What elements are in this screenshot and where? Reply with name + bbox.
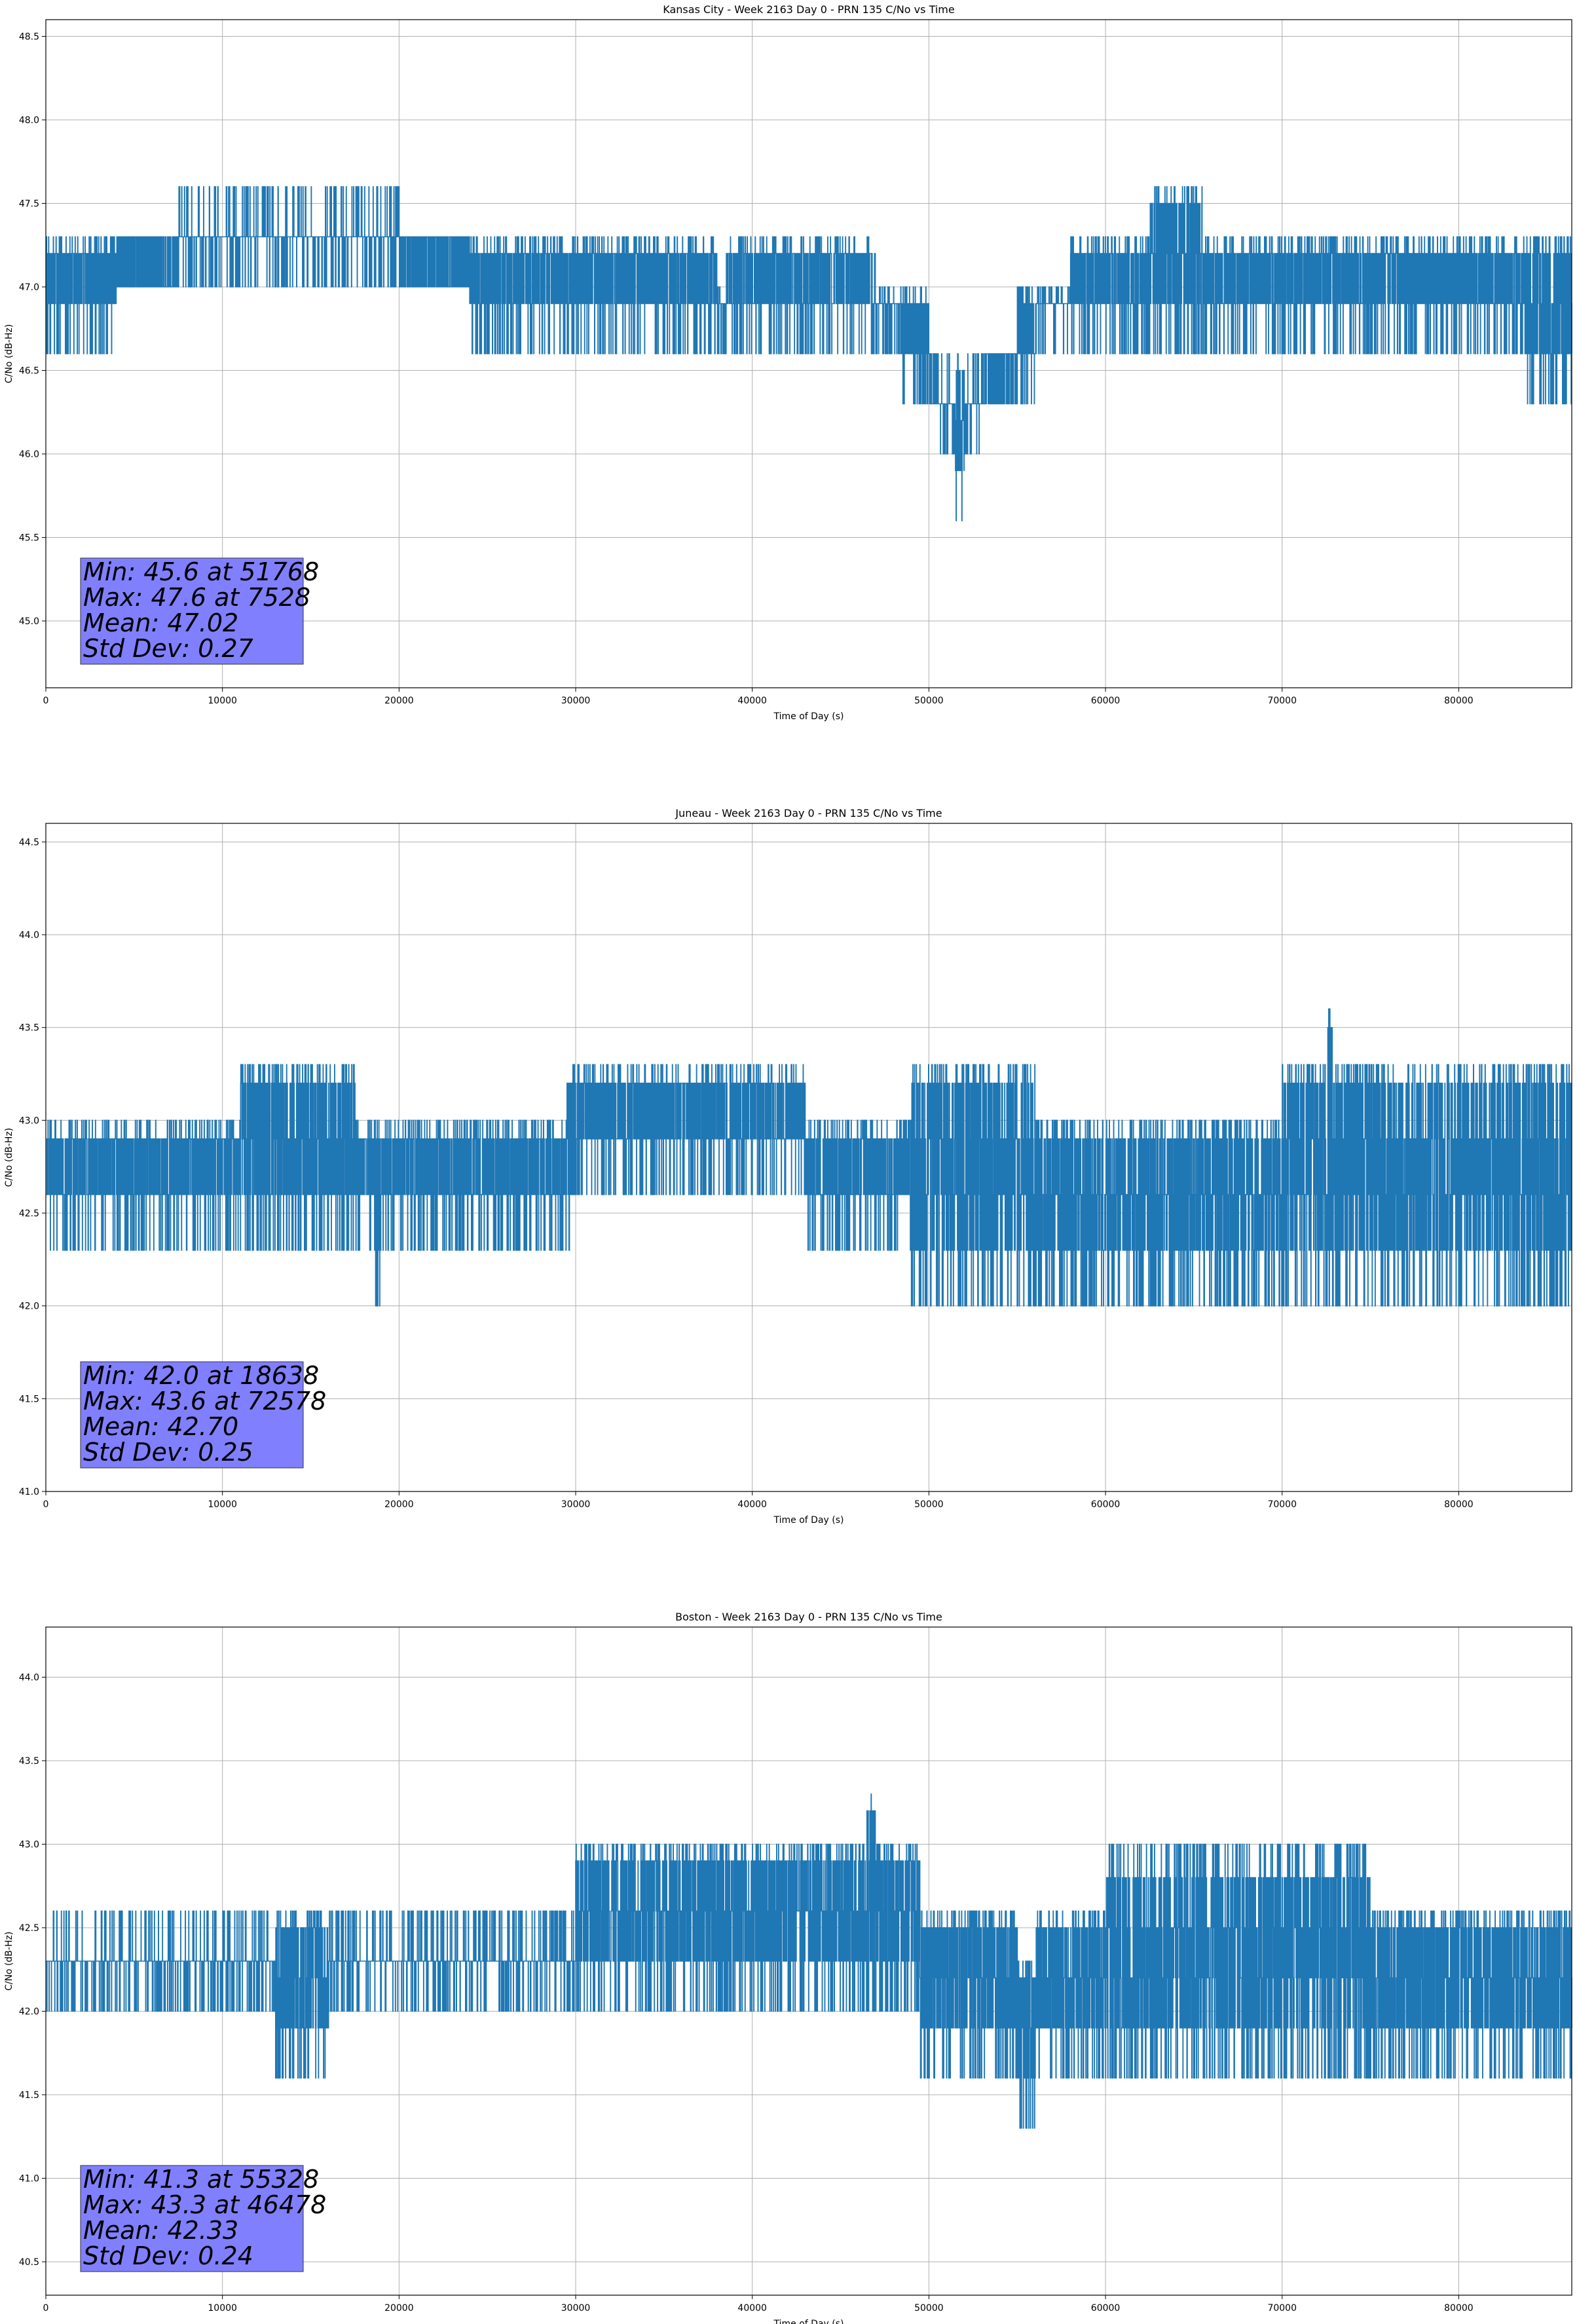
cno-series-line	[45, 186, 1572, 521]
y-tick-label: 40.5	[19, 2257, 39, 2268]
x-tick-label: 40000	[737, 2303, 767, 2314]
x-tick-label: 0	[43, 1499, 49, 1510]
x-tick-label: 10000	[208, 1499, 237, 1510]
chart-panel-2: Boston - Week 2163 Day 0 - PRN 135 C/No …	[4, 1611, 1572, 2324]
stats-std-line: Std Dev: 0.25	[83, 1438, 253, 1467]
y-tick-label: 41.0	[19, 2174, 39, 2184]
y-tick-label: 44.0	[19, 1673, 39, 1683]
x-axis-label: Time of Day (s)	[773, 711, 844, 722]
x-tick-label: 0	[43, 2303, 49, 2314]
y-tick-label: 41.5	[19, 1394, 39, 1404]
stats-max-line: Max: 47.6 at 7528	[83, 583, 310, 612]
stats-min-line: Min: 45.6 at 51768	[83, 557, 319, 586]
stats-std-line: Std Dev: 0.27	[83, 634, 253, 663]
x-tick-label: 20000	[384, 696, 414, 706]
cno-series-line	[46, 1008, 1572, 1307]
x-tick-label: 70000	[1267, 1499, 1297, 1510]
y-tick-label: 42.5	[19, 1923, 39, 1934]
chart-title: Juneau - Week 2163 Day 0 - PRN 135 C/No …	[675, 807, 942, 819]
axes-frame	[45, 823, 1572, 1492]
stats-mean-line: Mean: 42.33	[83, 2216, 238, 2245]
x-tick-label: 80000	[1444, 696, 1474, 706]
y-axis-label: C/No (dB-Hz)	[4, 324, 14, 383]
x-tick-label: 20000	[384, 1499, 414, 1510]
x-axis-label: Time of Day (s)	[773, 2319, 844, 2324]
x-axis-label: Time of Day (s)	[773, 1515, 844, 1526]
x-tick-label: 30000	[561, 1499, 591, 1510]
x-tick-label: 30000	[561, 2303, 591, 2314]
stats-min-line: Min: 42.0 at 18638	[83, 1361, 319, 1390]
x-tick-label: 50000	[914, 2303, 944, 2314]
y-tick-label: 46.0	[19, 449, 39, 460]
stats-std-line: Std Dev: 0.24	[83, 2241, 253, 2270]
x-tick-label: 50000	[914, 1499, 944, 1510]
y-tick-label: 41.0	[19, 1487, 39, 1497]
stats-mean-line: Mean: 47.02	[83, 609, 238, 637]
y-tick-label: 45.5	[19, 533, 39, 544]
y-tick-label: 41.5	[19, 2090, 39, 2101]
x-tick-label: 10000	[208, 696, 237, 706]
x-tick-label: 0	[43, 696, 49, 706]
x-tick-label: 40000	[737, 696, 767, 706]
y-tick-label: 43.5	[19, 1023, 39, 1034]
y-tick-label: 43.0	[19, 1840, 39, 1850]
cno-series-line	[46, 1793, 1572, 2129]
chart-panel-1: Juneau - Week 2163 Day 0 - PRN 135 C/No …	[4, 807, 1572, 1526]
axes-frame	[45, 19, 1572, 688]
y-tick-label: 42.0	[19, 1302, 39, 1312]
y-tick-label: 42.0	[19, 2007, 39, 2017]
y-tick-label: 44.5	[19, 837, 39, 848]
chart-title: Boston - Week 2163 Day 0 - PRN 135 C/No …	[675, 1611, 942, 1623]
x-tick-label: 80000	[1444, 2303, 1474, 2314]
stats-box	[80, 557, 304, 665]
x-tick-label: 60000	[1091, 2303, 1121, 2314]
axes-frame	[45, 1626, 1572, 2296]
chart-panel-0: Kansas City - Week 2163 Day 0 - PRN 135 …	[4, 3, 1572, 722]
stats-mean-line: Mean: 42.70	[83, 1412, 238, 1441]
stats-max-line: Max: 43.3 at 46478	[83, 2190, 326, 2219]
x-tick-label: 30000	[561, 696, 591, 706]
x-tick-label: 70000	[1267, 696, 1297, 706]
stats-box	[80, 1361, 304, 1469]
x-tick-label: 70000	[1267, 2303, 1297, 2314]
y-tick-label: 45.0	[19, 616, 39, 627]
x-tick-label: 80000	[1444, 1499, 1474, 1510]
x-tick-label: 60000	[1091, 1499, 1121, 1510]
y-tick-label: 47.5	[19, 199, 39, 210]
stats-max-line: Max: 43.6 at 72578	[83, 1387, 326, 1415]
x-tick-label: 40000	[737, 1499, 767, 1510]
x-tick-label: 60000	[1091, 696, 1121, 706]
y-tick-label: 47.0	[19, 282, 39, 293]
y-tick-label: 48.5	[19, 32, 39, 43]
stats-min-line: Min: 41.3 at 55328	[83, 2165, 319, 2194]
x-tick-label: 50000	[914, 696, 944, 706]
y-tick-label: 48.0	[19, 115, 39, 126]
y-tick-label: 43.5	[19, 1756, 39, 1767]
y-axis-label: C/No (dB-Hz)	[4, 1932, 14, 1991]
x-tick-label: 10000	[208, 2303, 237, 2314]
stats-box	[80, 2165, 304, 2272]
y-tick-label: 42.5	[19, 1209, 39, 1219]
chart-title: Kansas City - Week 2163 Day 0 - PRN 135 …	[663, 3, 954, 16]
y-tick-label: 43.0	[19, 1115, 39, 1126]
y-tick-label: 44.0	[19, 930, 39, 941]
y-axis-label: C/No (dB-Hz)	[4, 1128, 14, 1187]
y-tick-label: 46.5	[19, 366, 39, 377]
x-tick-label: 20000	[384, 2303, 414, 2314]
